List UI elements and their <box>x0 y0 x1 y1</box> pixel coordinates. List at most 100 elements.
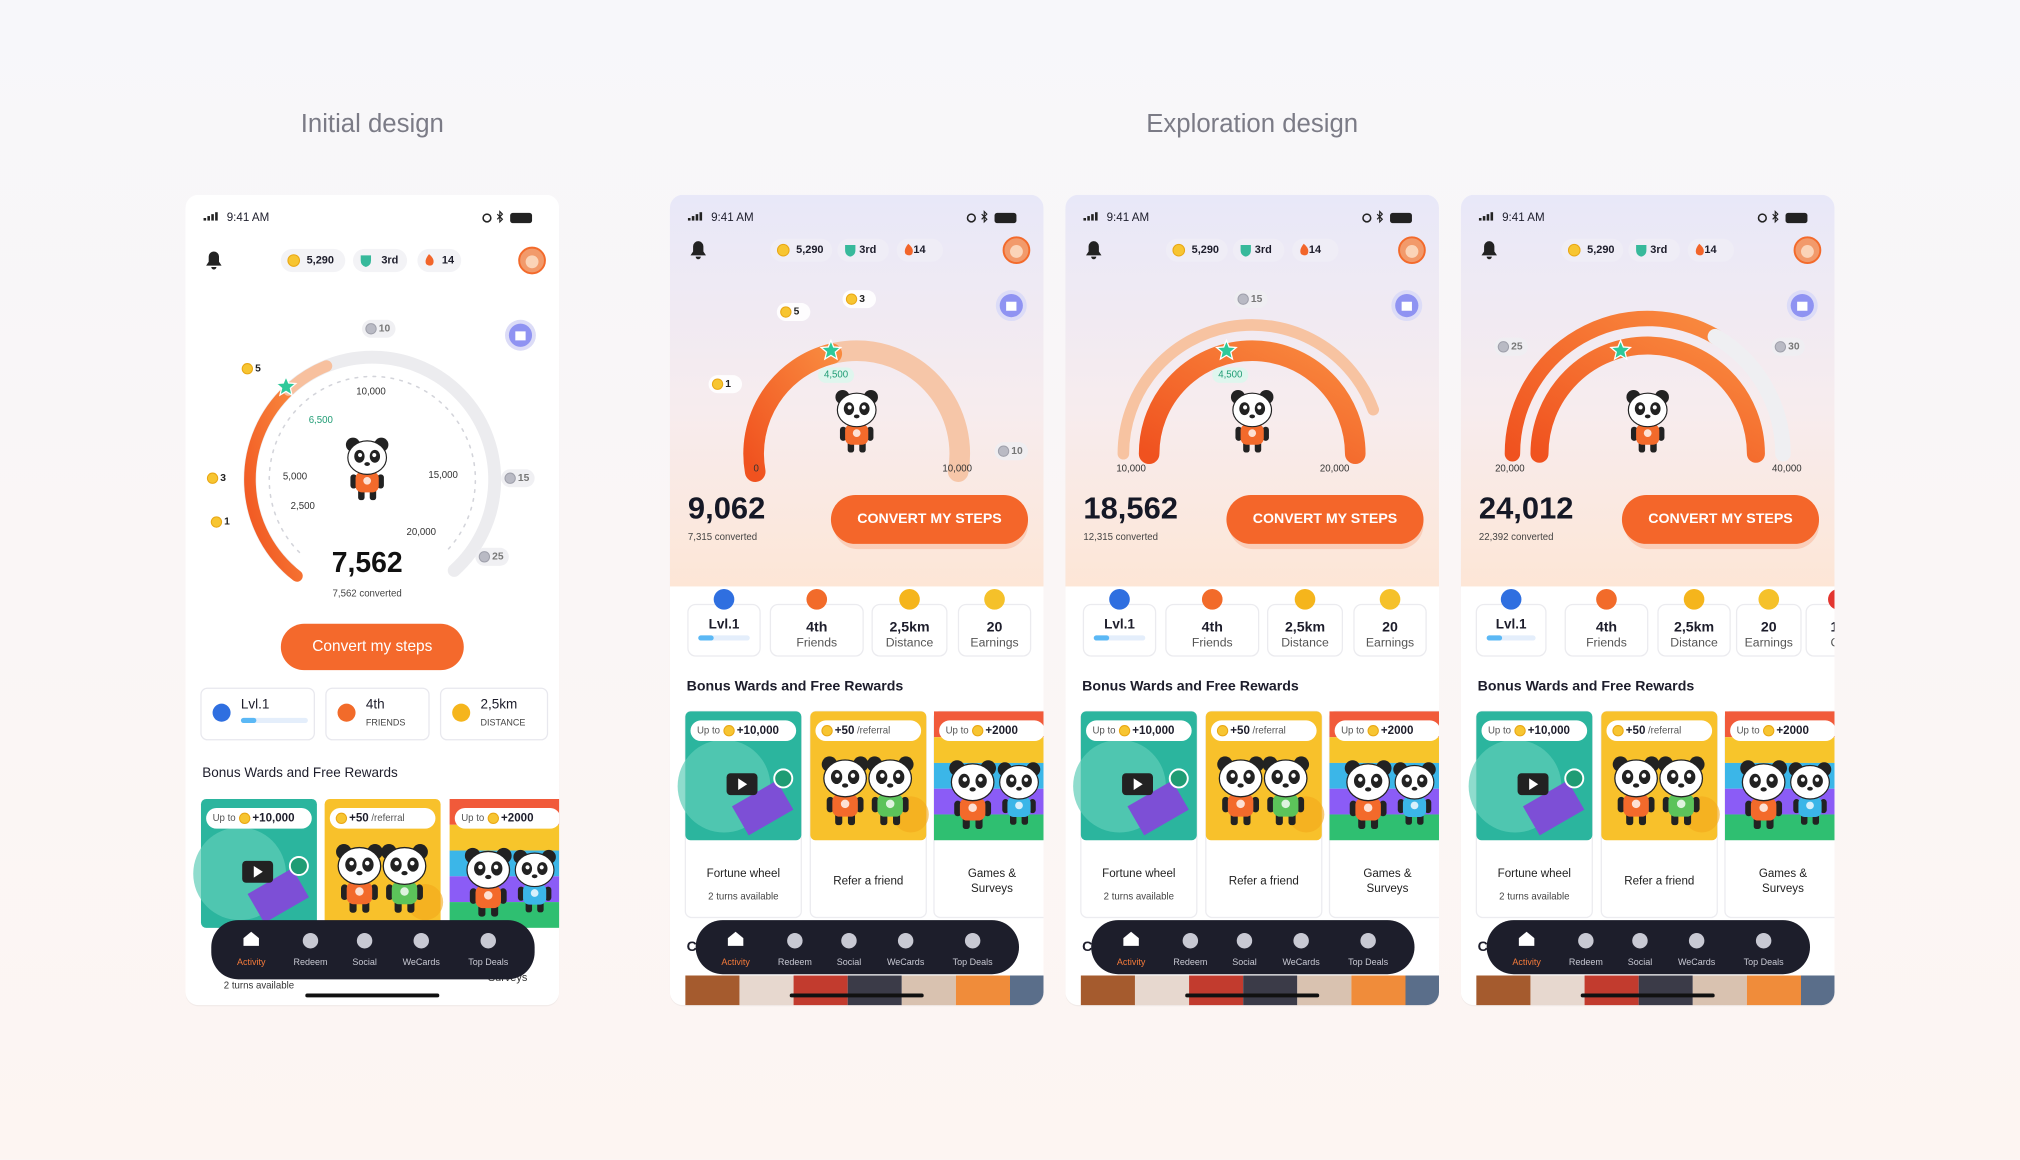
rank: 3rd <box>859 244 876 256</box>
convert-button-label: CONVERT MY STEPS <box>857 511 1001 527</box>
reward-card[interactable]: +50/referral Refer a friend <box>1600 710 1720 919</box>
progress-star <box>274 374 298 397</box>
reward-badge <box>1334 720 1439 742</box>
gauge-arc <box>1530 336 1765 463</box>
nav-icon <box>1578 932 1594 949</box>
coin-balance: 5,290 <box>796 244 823 256</box>
stat-icon <box>899 589 920 610</box>
nav-item[interactable]: Activity <box>237 931 266 967</box>
nav-label: WeCards <box>1678 957 1716 967</box>
reward-card[interactable]: Up to +10,000 Fortune wheel 2 turns availab… <box>677 710 802 919</box>
signal-bar <box>691 216 695 221</box>
signal-bar <box>695 214 699 221</box>
stat-value: 4th <box>1596 619 1617 635</box>
reward-prefix: Up to <box>1092 725 1115 736</box>
panda-nose <box>1016 786 1022 791</box>
photo-strip <box>739 975 794 1006</box>
nav-item[interactable]: Social <box>352 932 377 967</box>
reward-card[interactable]: Up to +2000 <box>449 799 566 928</box>
nav-item[interactable]: WeCards <box>403 932 441 967</box>
signal-bar <box>207 216 210 221</box>
reward-card[interactable]: +50/referral Refer a friend <box>809 710 929 919</box>
panda-eye <box>525 865 530 870</box>
bluetooth-icon <box>1772 210 1779 224</box>
panda-eye <box>372 452 377 458</box>
reward-card[interactable]: Up to +2000 Games & Surveys <box>1724 710 1841 919</box>
reward-card[interactable]: Up to +2000 Games & Surveys <box>933 710 1050 919</box>
nav-item[interactable]: Top Deals <box>1744 932 1785 967</box>
reward-stripe <box>933 814 1044 841</box>
reward-card[interactable]: Up to +10,000 <box>193 799 317 928</box>
panda-arm <box>1662 796 1670 813</box>
convert-button[interactable] <box>1226 494 1424 544</box>
panda-mascot <box>1612 756 1660 826</box>
nav-item[interactable]: WeCards <box>1282 932 1320 967</box>
panda-arm <box>1262 426 1269 441</box>
progress-star <box>1215 338 1238 361</box>
nav-item[interactable]: WeCards <box>1678 932 1716 967</box>
nav-item[interactable]: Activity <box>1117 931 1146 967</box>
nav-icon <box>897 932 914 949</box>
convert-button[interactable] <box>830 494 1029 544</box>
convert-button[interactable] <box>280 623 464 671</box>
progress-pill <box>818 367 855 383</box>
rank-shield <box>1240 245 1251 257</box>
panda-nose <box>1678 783 1685 788</box>
panda-arm <box>1222 796 1230 813</box>
progress-star <box>819 338 843 361</box>
streak-flame <box>904 243 913 256</box>
panda-head <box>1614 759 1658 798</box>
panda-arm <box>370 884 378 901</box>
convert-button[interactable] <box>1621 494 1820 544</box>
panda-nose <box>1237 783 1244 788</box>
nav-item[interactable]: Top Deals <box>1348 932 1389 967</box>
gauge-label: 5,000 <box>283 471 307 482</box>
reward-card[interactable]: Up to +10,000 Fortune wheel 2 turns availab… <box>1073 710 1198 919</box>
nav-item[interactable]: Top Deals <box>468 932 509 967</box>
panda-logo <box>1676 799 1686 809</box>
gauge-arc <box>1138 340 1366 465</box>
nav-item[interactable]: Social <box>1232 932 1257 967</box>
reward-card[interactable]: +50/referral <box>324 799 444 928</box>
nav-item[interactable]: Redeem <box>293 932 327 967</box>
stat-label: Friends <box>796 635 837 649</box>
nav-label: Social <box>1232 957 1257 967</box>
nav-item[interactable]: Redeem <box>778 932 812 967</box>
coin-icon <box>1172 243 1186 257</box>
nav-item[interactable]: Activity <box>1512 931 1541 967</box>
nav-item[interactable]: Social <box>837 932 862 967</box>
stat-label: Distance <box>1281 635 1329 649</box>
nav-item[interactable]: WeCards <box>887 932 925 967</box>
nav-item[interactable]: Redeem <box>1173 932 1207 967</box>
nav-item[interactable]: Social <box>1628 932 1653 967</box>
reward-card[interactable]: Up to +2000 Games & Surveys <box>1328 710 1445 919</box>
photo-strip <box>1530 975 1585 1006</box>
milestone-reward: 3 <box>859 294 865 305</box>
stat-pill <box>280 248 346 273</box>
panda-arm <box>517 886 525 901</box>
milestone-reward: 1 <box>725 379 731 390</box>
reward-subtitle: 2 turns available <box>1104 891 1174 902</box>
nav-item[interactable]: Redeem <box>1569 932 1603 967</box>
reward-card[interactable]: Up to +10,000 Fortune wheel 2 turns availab… <box>1468 710 1593 919</box>
status-time: 9:41 AM <box>227 212 269 224</box>
nav-item[interactable]: Activity <box>721 931 750 967</box>
gauge-label: 0 <box>754 464 759 475</box>
reward-badge <box>1606 720 1713 742</box>
heading: Exploration design <box>1146 110 1358 138</box>
reward-badge <box>1481 720 1588 742</box>
reward-amount: +2000 <box>1776 725 1809 737</box>
panda-eye <box>1257 405 1262 410</box>
gauge-label: 15,000 <box>428 470 458 481</box>
progress-value: 4,500 <box>1218 370 1242 381</box>
gauge-arc <box>1504 310 1724 462</box>
panda-arm <box>1379 800 1387 817</box>
reward-badge <box>454 808 560 829</box>
gauge-label: 10,000 <box>1116 464 1146 475</box>
photo-strip <box>1243 975 1298 1006</box>
nav-item[interactable]: Top Deals <box>953 932 994 967</box>
section-title: C <box>687 939 697 955</box>
battery-icon <box>510 212 533 224</box>
reward-card[interactable]: +50/referral Refer a friend <box>1205 710 1325 919</box>
panda-arm <box>867 426 874 441</box>
